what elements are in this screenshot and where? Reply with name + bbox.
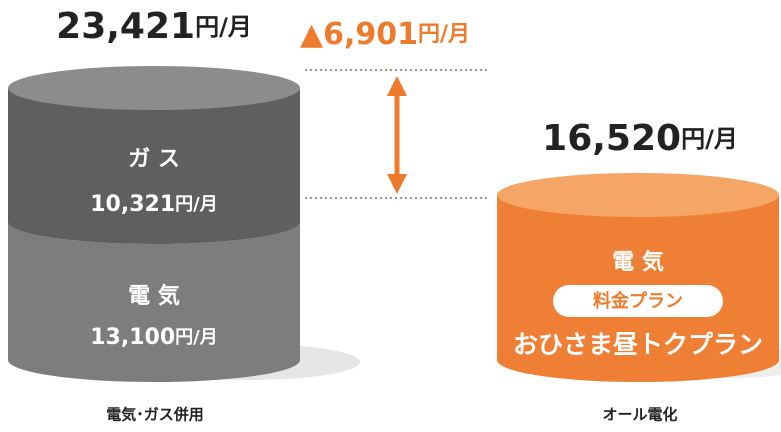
amount: 23,421 [56, 6, 195, 47]
gas-amount: 10,321円/月 [90, 192, 217, 217]
left-cylinder [8, 66, 300, 382]
electric-amount: 13,100円/月 [90, 325, 217, 350]
electric-segment [8, 222, 300, 382]
unit: 円/月 [418, 22, 470, 47]
unit: 円/月 [175, 327, 218, 348]
left-total: 23,421円/月 [56, 6, 252, 47]
right-caption: オール電化 [602, 406, 677, 424]
difference: ▲6,901円/月 [300, 17, 470, 52]
badge-text: 料金プラン [593, 290, 683, 312]
electric-label: 電 気 [128, 283, 180, 309]
mark: ▲ [300, 17, 323, 52]
electric-label: 電 気 [612, 249, 664, 275]
amount: 6,901 [323, 17, 418, 52]
badge [553, 285, 723, 317]
cylinder-top [8, 66, 300, 110]
gas-segment [8, 88, 300, 244]
unit: 円/月 [175, 194, 218, 215]
amount: 16,520 [542, 118, 681, 159]
amount: 10,321 [90, 192, 175, 217]
cylinder-top [497, 173, 779, 217]
plan-name: おひさま昼トクプラン [513, 330, 763, 359]
unit: 円/月 [195, 13, 252, 41]
left-caption: 電気･ガス併用 [106, 406, 204, 424]
amount: 13,100 [90, 325, 175, 350]
gas-label: ガ ス [128, 147, 180, 172]
unit: 円/月 [681, 125, 738, 153]
right-total: 16,520円/月 [542, 118, 738, 159]
